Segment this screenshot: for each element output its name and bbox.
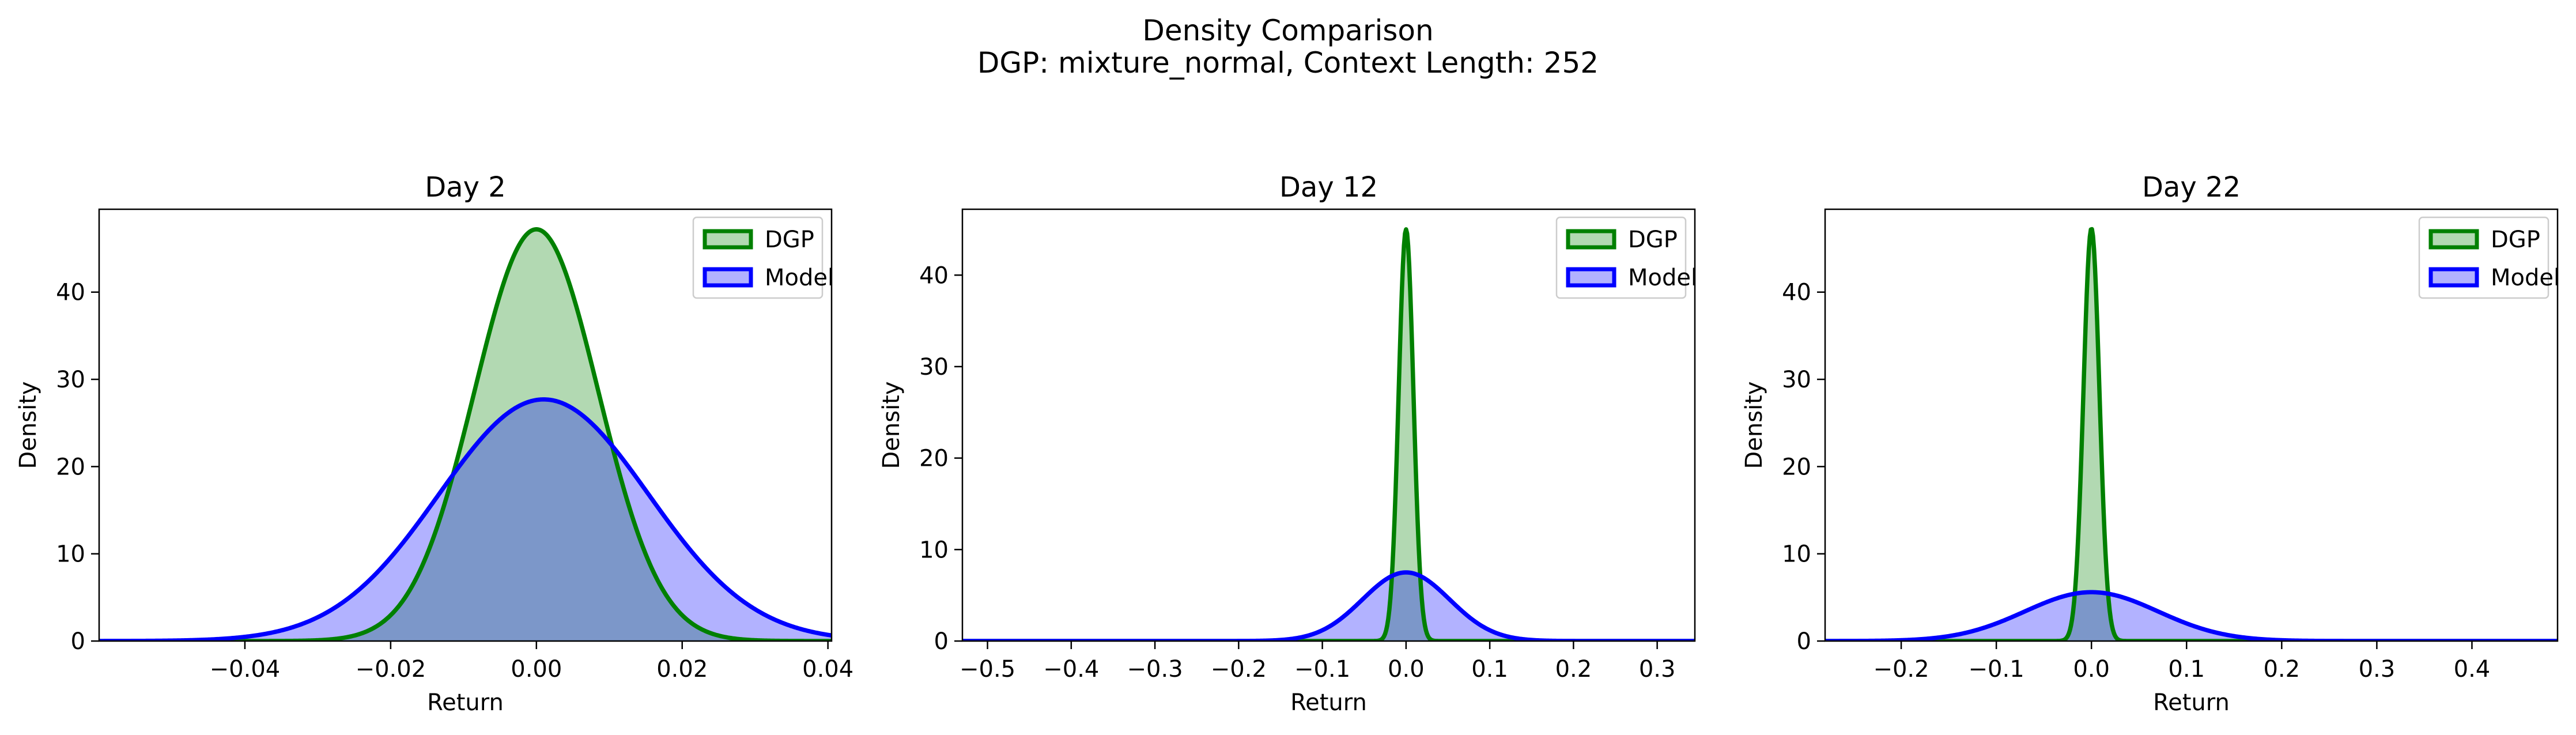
x-tick-label: 0.2: [2263, 656, 2300, 683]
subplot-2: −0.5 −0.4 −0.3 −0.2 −0.1 0.0 0.1 0.2 0.3 0 10 20 30 4…: [878, 171, 1697, 716]
legend-box: [1555, 216, 1687, 299]
y-tick-label: 10: [1782, 541, 1811, 568]
x-axis-label: Return: [1290, 689, 1367, 716]
x-tick-label: −0.4: [1043, 656, 1099, 683]
x-tick-label: 0.04: [802, 656, 853, 683]
x-tick-label: 0.1: [1471, 656, 1508, 683]
x-tick-label: 0.1: [2168, 656, 2205, 683]
x-tick-label: −0.2: [1211, 656, 1267, 683]
subplot-1: −0.04 −0.02 0.00 0.02 0.04 0 10 20 30 40 Day 2 Retu…: [15, 171, 853, 716]
x-tick-label: 0.3: [2359, 656, 2396, 683]
y-tick-label: 30: [919, 354, 949, 380]
legend-dgp-label: DGP: [2491, 227, 2540, 253]
legend-dgp-swatch: [1566, 229, 1616, 250]
x-tick-label: 0.2: [1555, 656, 1592, 683]
legend-model-label: Model: [2491, 265, 2560, 291]
model-area: [962, 572, 1695, 641]
legend-dgp-label: DGP: [765, 227, 814, 253]
legend: DGP Model: [692, 216, 834, 299]
x-tick-label: −0.1: [1969, 656, 2024, 683]
figure-title: Density Comparison: [1142, 14, 1434, 47]
legend: DGP Model: [2418, 216, 2560, 299]
legend-box: [2418, 216, 2549, 299]
x-tick-label: 0.0: [1388, 656, 1425, 683]
legend: DGP Model: [1555, 216, 1697, 299]
y-tick-label: 40: [56, 280, 85, 306]
legend-dgp-swatch: [2428, 229, 2479, 250]
plot-area: [99, 227, 832, 641]
y-tick-label: 30: [56, 367, 85, 393]
y-tick-label: 10: [56, 541, 85, 568]
y-tick-label: 0: [71, 628, 85, 655]
plot-area: [1825, 227, 2558, 641]
model-area: [99, 399, 832, 641]
x-tick-label: −0.1: [1294, 656, 1350, 683]
x-axis-label: Return: [2153, 689, 2230, 716]
x-tick-label: 0.02: [656, 656, 708, 683]
y-axis-label: Density: [878, 381, 905, 469]
dgp-line: [99, 227, 832, 641]
y-tick-label: 0: [1797, 628, 1811, 655]
legend-dgp-label: DGP: [1628, 227, 1678, 253]
x-tick-label: 0.00: [511, 656, 562, 683]
model-line: [99, 397, 832, 641]
model-line: [1825, 590, 2558, 641]
x-tick-label: −0.2: [1873, 656, 1929, 683]
x-tick-label: 0.3: [1639, 656, 1676, 683]
legend-model-label: Model: [1628, 265, 1697, 291]
x-axis-label: Return: [427, 689, 504, 716]
y-tick-label: 20: [919, 446, 949, 472]
legend-model-swatch: [2428, 267, 2479, 288]
y-tick-label: 40: [1782, 280, 1811, 306]
x-tick-label: −0.5: [960, 656, 1015, 683]
x-tick-label: 0.0: [2073, 656, 2110, 683]
x-tick-label: −0.04: [210, 656, 281, 683]
model-area: [1825, 592, 2558, 641]
x-tick-label: −0.3: [1127, 656, 1183, 683]
legend-model-label: Model: [765, 265, 834, 291]
legend-model-swatch: [1566, 267, 1616, 288]
axes-frame: [98, 208, 833, 642]
y-axis-label: Density: [15, 381, 41, 469]
subplot-3: −0.2 −0.1 0.0 0.1 0.2 0.3 0.4 0 10 20 30 40 Day 22 Re…: [1741, 171, 2560, 716]
axes-frame: [961, 208, 1696, 642]
y-tick-label: 10: [919, 537, 949, 563]
subplot-title: Day 12: [1279, 171, 1378, 203]
axes-frame: [1824, 208, 2559, 642]
y-axis-label: Density: [1741, 381, 1767, 469]
x-tick-label: −0.02: [356, 656, 426, 683]
y-tick-label: 20: [56, 454, 85, 480]
legend-model-swatch: [702, 267, 753, 288]
y-tick-label: 0: [934, 628, 949, 655]
y-tick-label: 20: [1782, 454, 1811, 480]
subplot-title: Day 22: [2142, 171, 2241, 203]
y-tick-label: 40: [919, 262, 949, 289]
legend-dgp-swatch: [702, 229, 753, 250]
legend-box: [692, 216, 824, 299]
subplot-title: Day 2: [425, 171, 506, 203]
x-tick-label: 0.4: [2454, 656, 2491, 683]
figure-subtitle: DGP: mixture_normal, Context Length: 252: [977, 46, 1599, 80]
y-tick-label: 30: [1782, 367, 1811, 393]
